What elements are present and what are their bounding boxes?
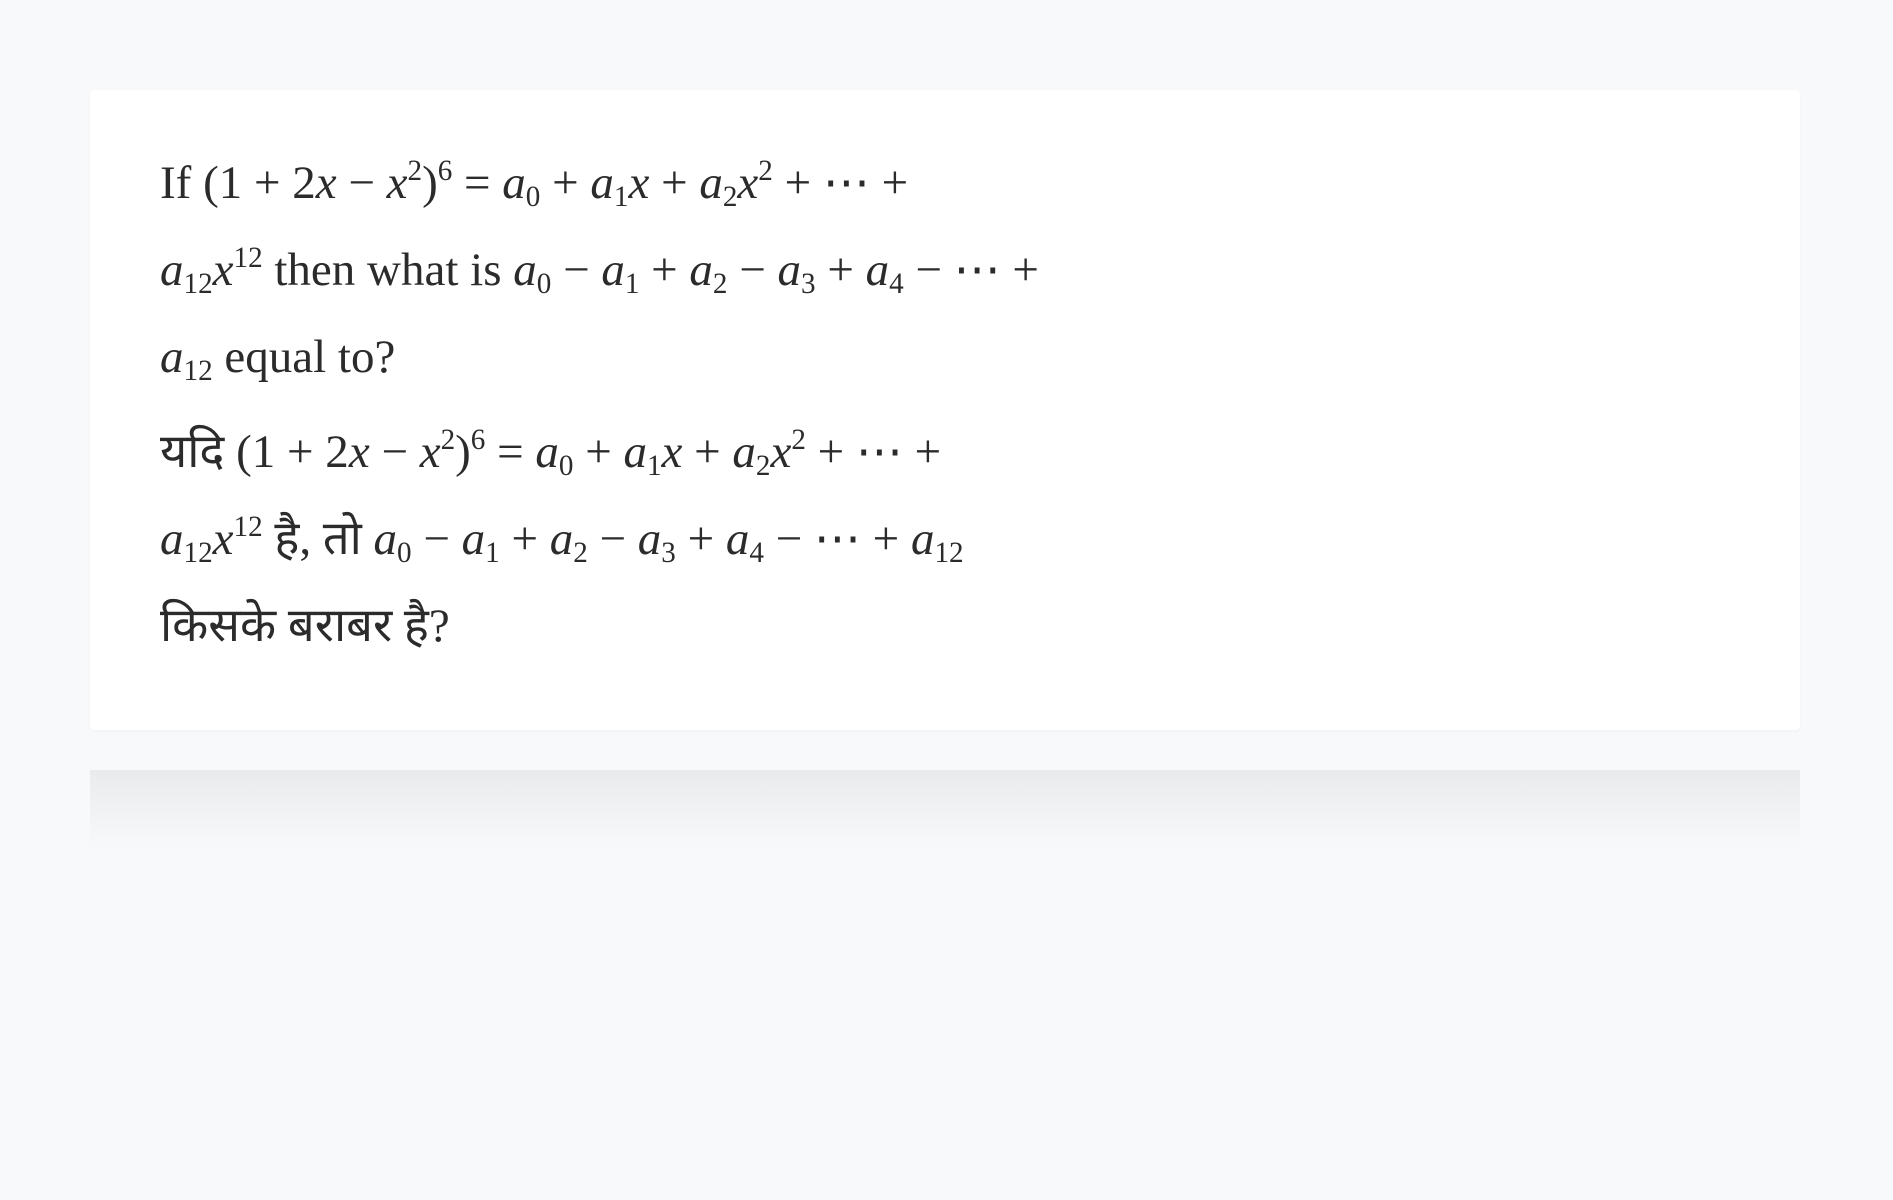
x1: x — [628, 157, 649, 209]
h-x12-pow: 12 — [234, 511, 263, 543]
hb-a12b-sub: 12 — [934, 537, 963, 569]
h-var-x: x — [349, 426, 370, 478]
a12-a: a — [160, 244, 184, 296]
h-minus: − — [370, 426, 420, 478]
en-line-2: a12x12 then what is a0 − a1 + a2 − a3 + … — [160, 227, 1730, 314]
hi-line-3: किसके बराबर है? — [160, 583, 1730, 670]
eq: = — [452, 157, 502, 209]
b-a1-a: a — [601, 244, 625, 296]
h-x2: x — [770, 426, 791, 478]
h-lhs-close: ) — [455, 426, 471, 478]
h-a0-a: a — [535, 426, 559, 478]
minus: − — [337, 157, 387, 209]
hb-a0-sub: 0 — [397, 537, 412, 569]
h-a12-a: a — [160, 513, 184, 565]
then-what-is: then what is — [263, 244, 514, 296]
a1-sub: 1 — [614, 181, 629, 213]
c-a12-sub: 12 — [184, 355, 213, 387]
hb-a4-a: a — [726, 513, 750, 565]
x12: x — [213, 244, 234, 296]
plus2: + — [649, 157, 699, 209]
h-a2-sub: 2 — [756, 450, 771, 482]
lhs-open: (1 + 2 — [203, 157, 316, 209]
en-line-1: If (1 + 2x − x2)6 = a0 + a1x + a2x2 + ⋯ … — [160, 140, 1730, 227]
hb-a3-sub: 3 — [661, 537, 676, 569]
h-power-2: 2 — [441, 424, 456, 456]
b-minus2: − — [727, 244, 777, 296]
lhs-close: ) — [422, 157, 438, 209]
h-var-x2: x — [420, 426, 441, 478]
question-english: If (1 + 2x − x2)6 = a0 + a1x + a2x2 + ⋯ … — [160, 140, 1730, 401]
a0-sub: 0 — [526, 181, 541, 213]
b-a2-a: a — [689, 244, 713, 296]
var-x: x — [316, 157, 337, 209]
hb-plus1: + — [500, 513, 550, 565]
b-plus1: + — [639, 244, 689, 296]
b-a4-sub: 4 — [889, 268, 904, 300]
b-a2-sub: 2 — [713, 268, 728, 300]
b-a3-sub: 3 — [801, 268, 816, 300]
hb-a1-a: a — [462, 513, 486, 565]
dots1: + ⋯ + — [773, 157, 908, 209]
h-a1-a: a — [623, 426, 647, 478]
b-a3-a: a — [778, 244, 802, 296]
hb-a12b-a: a — [911, 513, 935, 565]
question-card: If (1 + 2x − x2)6 = a0 + a1x + a2x2 + ⋯ … — [90, 90, 1800, 730]
hb-dots: − ⋯ + — [764, 513, 911, 565]
hai-to: है, तो — [263, 513, 374, 565]
b-dots: − ⋯ + — [904, 244, 1039, 296]
var-x2: x — [387, 157, 408, 209]
b-a0-sub: 0 — [537, 268, 552, 300]
a12-sub: 12 — [184, 268, 213, 300]
hb-a3-a: a — [638, 513, 662, 565]
text-yadi: यदि — [160, 426, 236, 478]
question-hindi: यदि (1 + 2x − x2)6 = a0 + a1x + a2x2 + ⋯… — [160, 409, 1730, 670]
b-a4-a: a — [866, 244, 890, 296]
a0-a: a — [502, 157, 526, 209]
a2-sub: 2 — [723, 181, 738, 213]
x2-pow: 2 — [758, 155, 773, 187]
h-eq: = — [485, 426, 535, 478]
b-a1-sub: 1 — [625, 268, 640, 300]
a2-a: a — [699, 157, 723, 209]
h-plus2: + — [682, 426, 732, 478]
page: If (1 + 2x − x2)6 = a0 + a1x + a2x2 + ⋯ … — [0, 0, 1893, 1200]
x12-pow: 12 — [234, 242, 263, 274]
h-a1-sub: 1 — [647, 450, 662, 482]
a1-a: a — [590, 157, 614, 209]
h-plus1: + — [573, 426, 623, 478]
hb-a4-sub: 4 — [749, 537, 764, 569]
kiske-barabar: किसके बराबर है? — [160, 600, 450, 652]
hb-a2-a: a — [550, 513, 574, 565]
hb-plus2: + — [676, 513, 726, 565]
c-a12-a: a — [160, 331, 184, 383]
hb-a0-a: a — [374, 513, 398, 565]
b-minus1: − — [551, 244, 601, 296]
x2: x — [737, 157, 758, 209]
b-plus2: + — [816, 244, 866, 296]
b-a0-a: a — [513, 244, 537, 296]
hi-line-1: यदि (1 + 2x − x2)6 = a0 + a1x + a2x2 + ⋯… — [160, 409, 1730, 496]
hb-minus1: − — [412, 513, 462, 565]
hb-minus2: − — [588, 513, 638, 565]
hb-a1-sub: 1 — [485, 537, 500, 569]
text-if: If — [160, 157, 203, 209]
plus1: + — [540, 157, 590, 209]
power-2: 2 — [408, 155, 423, 187]
power-6: 6 — [438, 155, 453, 187]
h-x1: x — [662, 426, 683, 478]
h-lhs-open: (1 + 2 — [236, 426, 349, 478]
hb-a2-sub: 2 — [573, 537, 588, 569]
h-power-6: 6 — [471, 424, 486, 456]
h-a0-sub: 0 — [559, 450, 574, 482]
h-x12: x — [213, 513, 234, 565]
card-shadow — [90, 770, 1800, 850]
en-line-3: a12 equal to? — [160, 314, 1730, 401]
h-x2-pow: 2 — [791, 424, 806, 456]
h-a12-sub: 12 — [184, 537, 213, 569]
h-a2-a: a — [732, 426, 756, 478]
equal-to: equal to? — [213, 331, 396, 383]
h-dots1: + ⋯ + — [806, 426, 941, 478]
hi-line-2: a12x12 है, तो a0 − a1 + a2 − a3 + a4 − ⋯… — [160, 496, 1730, 583]
